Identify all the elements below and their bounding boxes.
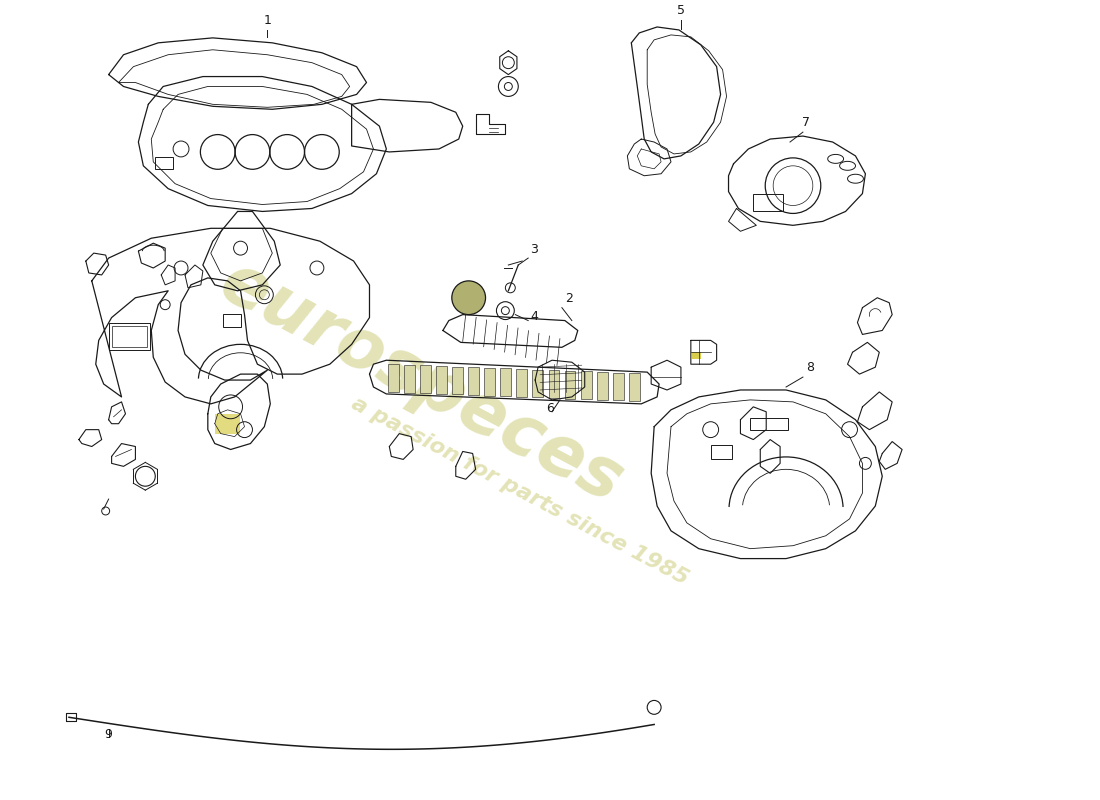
Bar [484, 368, 495, 395]
Text: 1: 1 [263, 14, 272, 27]
Bar [436, 366, 447, 394]
Bar [500, 368, 512, 396]
Bar [214, 414, 240, 434]
Bar [222, 314, 241, 327]
Bar [692, 352, 701, 359]
Text: 8: 8 [806, 361, 814, 374]
Bar [532, 370, 543, 398]
Text: 2: 2 [565, 292, 573, 305]
Bar [613, 373, 624, 400]
Bar [754, 194, 783, 211]
Text: 6: 6 [546, 402, 554, 414]
Bar [404, 365, 415, 393]
Bar [155, 157, 173, 169]
Text: 3: 3 [530, 243, 538, 256]
Text: a passion for parts since 1985: a passion for parts since 1985 [349, 394, 692, 589]
Bar [469, 367, 480, 395]
Bar [596, 372, 607, 400]
Text: 7: 7 [802, 116, 810, 129]
Bar [581, 371, 592, 399]
Bar [711, 445, 733, 459]
Bar [750, 418, 788, 430]
Circle shape [452, 281, 485, 314]
Bar [109, 322, 151, 350]
Text: 5: 5 [676, 4, 685, 17]
Bar [564, 370, 575, 398]
Text: 4: 4 [530, 310, 538, 322]
Bar [549, 370, 560, 398]
Bar [420, 366, 431, 393]
Text: 9: 9 [104, 728, 112, 741]
Text: eurospeces: eurospeces [208, 248, 634, 517]
Bar [452, 366, 463, 394]
Bar [516, 369, 527, 397]
Bar [111, 326, 147, 347]
Bar [388, 364, 398, 392]
Bar [629, 373, 640, 401]
